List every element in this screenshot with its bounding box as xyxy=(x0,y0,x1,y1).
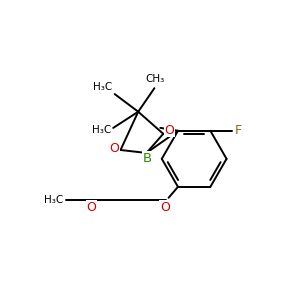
Text: O: O xyxy=(110,142,120,155)
Text: CH₃: CH₃ xyxy=(146,74,165,84)
Text: F: F xyxy=(235,124,242,137)
Text: H₃C: H₃C xyxy=(44,195,63,205)
Text: B: B xyxy=(142,152,152,165)
Text: O: O xyxy=(160,201,170,214)
Text: O: O xyxy=(86,201,96,214)
Text: H₃C: H₃C xyxy=(93,82,112,92)
Text: O: O xyxy=(164,124,174,137)
Text: H₃C: H₃C xyxy=(92,125,111,135)
